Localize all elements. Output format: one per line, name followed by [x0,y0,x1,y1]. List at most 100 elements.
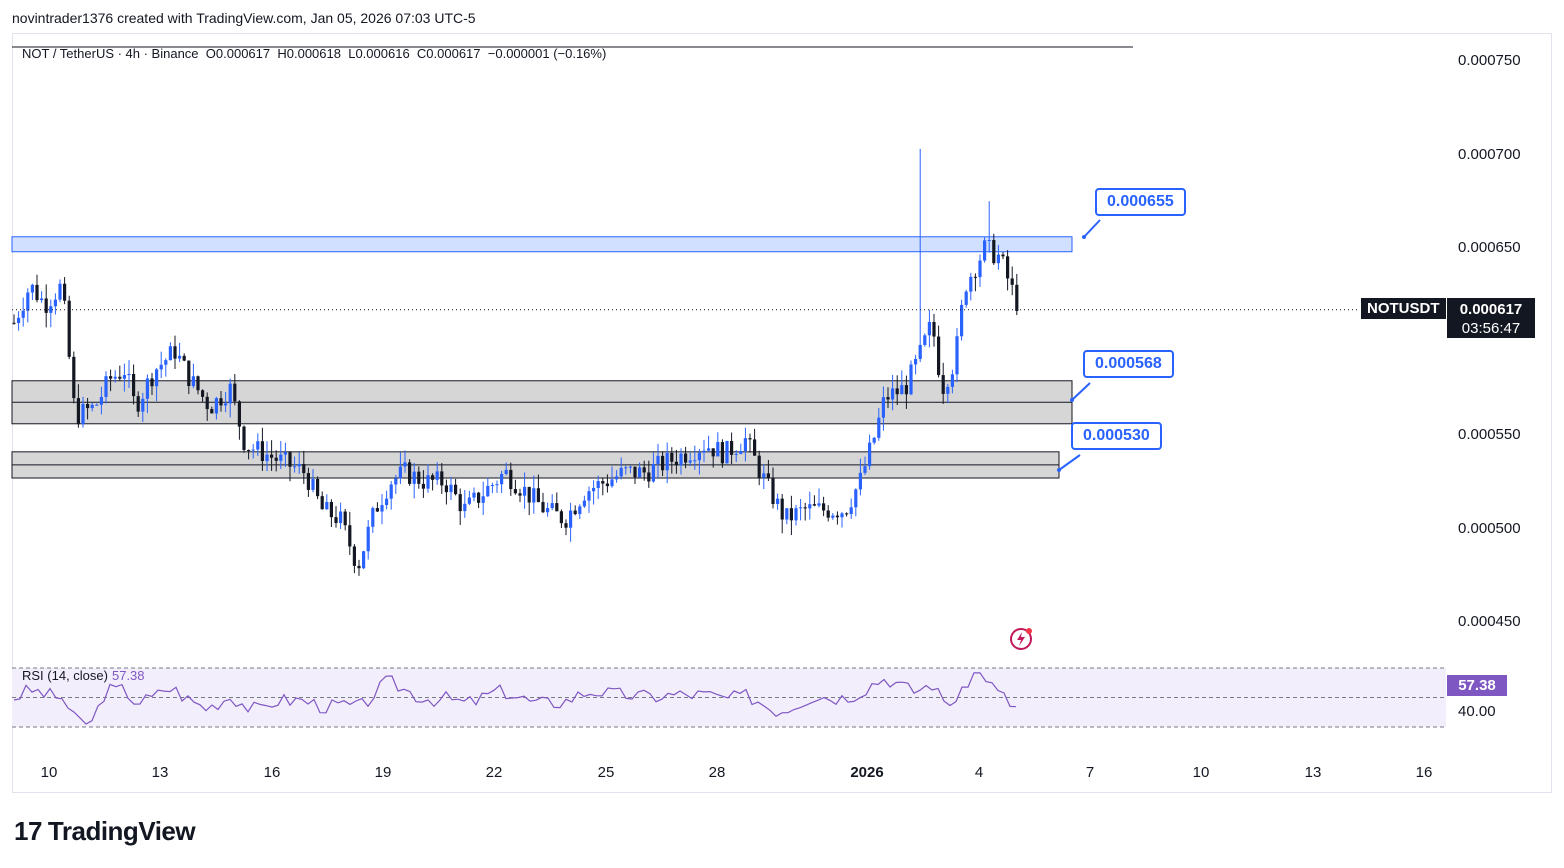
candle-body[interactable] [1001,254,1005,257]
candle-body[interactable] [720,442,724,464]
candle-body[interactable] [136,396,140,412]
candle-body[interactable] [932,322,936,337]
candle-body[interactable] [895,388,899,395]
candle-body[interactable] [886,397,890,400]
tradingview-logo[interactable]: 17 TradingView [14,816,196,847]
zone-0.000655[interactable] [11,236,1073,253]
candle-body[interactable] [237,401,241,427]
candle-body[interactable] [325,501,329,510]
candle-body[interactable] [118,376,122,379]
candle-body[interactable] [380,505,384,512]
candle-body[interactable] [610,479,614,487]
candle-body[interactable] [831,515,835,518]
candle-body[interactable] [684,453,688,463]
candle-body[interactable] [711,448,715,457]
candle-body[interactable] [53,299,57,307]
candle-body[interactable] [178,355,182,359]
candle-body[interactable] [601,481,605,484]
candle-body[interactable] [495,484,499,486]
candle-body[interactable] [753,439,757,456]
candle-body[interactable] [693,460,697,462]
candle-body[interactable] [417,471,421,484]
candle-body[interactable] [500,474,504,485]
candle-body[interactable] [182,355,186,361]
candle-body[interactable] [569,510,573,528]
price-callout-0.000568[interactable]: 0.000568 [1083,350,1174,378]
candle-body[interactable] [973,276,977,278]
candle-body[interactable] [914,358,918,365]
candle-body[interactable] [421,483,425,489]
candle-body[interactable] [808,504,812,509]
candle-body[interactable] [159,364,163,370]
candle-body[interactable] [762,473,766,478]
candle-body[interactable] [214,398,218,414]
candle-body[interactable] [288,452,292,467]
candle-body[interactable] [127,374,131,376]
candle-body[interactable] [348,525,352,547]
candle-body[interactable] [490,485,494,487]
candle-body[interactable] [201,390,205,397]
candle-body[interactable] [431,475,435,480]
candle-body[interactable] [900,385,904,395]
candle-body[interactable] [707,448,711,451]
candle-body[interactable] [316,478,320,497]
candle-body[interactable] [670,452,674,462]
candle-body[interactable] [297,464,301,467]
candle-body[interactable] [426,475,430,489]
candle-body[interactable] [702,450,706,453]
candle-body[interactable] [578,506,582,515]
candle-body[interactable] [909,364,913,395]
candle-body[interactable] [1010,278,1014,285]
candle-body[interactable] [541,502,545,513]
candle-body[interactable] [619,467,623,477]
candle-body[interactable] [463,503,467,512]
candle-body[interactable] [412,471,416,484]
candle-body[interactable] [76,398,80,425]
candle-body[interactable] [320,496,324,510]
candle-body[interactable] [716,442,720,457]
candle-body[interactable] [155,369,159,387]
candle-body[interactable] [58,283,62,300]
candle-body[interactable] [891,388,895,400]
candle-body[interactable] [228,383,232,404]
candle-body[interactable] [605,483,609,487]
candle-body[interactable] [674,461,678,466]
candle-body[interactable] [242,426,246,450]
candle-body[interactable] [835,515,839,518]
candle-body[interactable] [550,503,554,509]
candle-body[interactable] [937,336,941,376]
candle-body[interactable] [803,507,807,509]
candle-body[interactable] [978,260,982,278]
candle-body[interactable] [573,510,577,515]
candle-body[interactable] [49,306,53,313]
candle-body[interactable] [122,375,126,379]
candle-body[interactable] [983,240,987,261]
candle-body[interactable] [233,383,237,402]
candle-body[interactable] [946,386,950,394]
candle-body[interactable] [366,526,370,552]
candle-body[interactable] [651,463,655,482]
candle-body[interactable] [150,378,154,387]
candle-body[interactable] [274,457,278,461]
candle-body[interactable] [375,508,379,512]
candle-body[interactable] [587,491,591,501]
candle-body[interactable] [941,375,945,394]
candle-body[interactable] [67,300,71,357]
candle-body[interactable] [86,403,90,409]
candle-body[interactable] [113,376,117,379]
candle-body[interactable] [849,507,853,515]
candle-body[interactable] [923,335,927,345]
candle-body[interactable] [748,438,752,440]
candle-body[interactable] [449,484,453,493]
candle-body[interactable] [385,498,389,506]
candle-body[interactable] [624,467,628,469]
candle-body[interactable] [697,452,701,461]
candle-body[interactable] [95,404,99,406]
candle-body[interactable] [109,376,113,379]
candle-body[interactable] [638,467,642,478]
candle-body[interactable] [927,322,931,336]
candle-body[interactable] [224,403,228,406]
candle-body[interactable] [596,481,600,488]
candle-body[interactable] [960,304,964,337]
candle-body[interactable] [656,455,660,464]
